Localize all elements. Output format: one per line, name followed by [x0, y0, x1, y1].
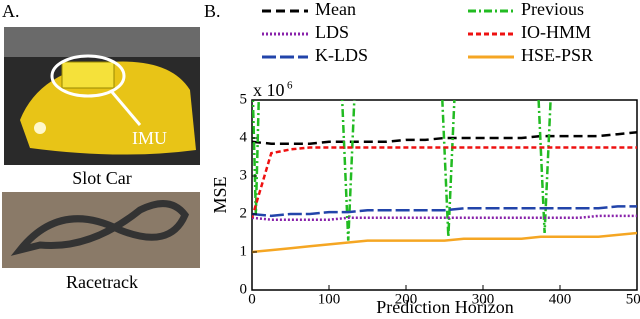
legend-label: Previous	[521, 0, 584, 19]
plot-frame	[251, 99, 638, 291]
series-line	[252, 231, 637, 254]
x-tick-label: 200	[395, 291, 418, 307]
imu-label: IMU	[132, 128, 167, 148]
photo-caption: Slot Car	[72, 168, 132, 188]
x-tick-label: 100	[318, 291, 341, 307]
x-tick-label: 300	[472, 291, 495, 307]
series-line	[252, 205, 637, 218]
legend-label: LDS	[315, 22, 349, 42]
y-tick-label: 3	[240, 167, 248, 183]
slot-car-photo	[4, 27, 200, 165]
y-tick-label: 4	[240, 129, 248, 145]
legend-label: IO-HMM	[521, 22, 591, 42]
legend-label: Mean	[315, 0, 356, 19]
series-line	[252, 214, 637, 221]
x-tick-label: 0	[248, 291, 256, 307]
series-line	[252, 146, 637, 219]
y-scale-exponent: 6	[287, 80, 293, 92]
plot-area	[252, 100, 637, 254]
y-tick-label: 0	[240, 281, 248, 297]
y-scale-base: x 10	[253, 80, 285, 100]
y-tick-label: 2	[240, 205, 248, 221]
photo-caption: Racetrack	[66, 272, 138, 292]
racetrack-photo	[2, 192, 200, 268]
panel-label: A.	[2, 1, 20, 21]
y-tick-label: 1	[240, 243, 248, 259]
x-tick-label: 500	[626, 291, 640, 307]
y-axis-label: MSE	[210, 176, 230, 213]
series-line	[252, 131, 637, 145]
y-tick-label: 5	[240, 91, 248, 107]
legend-label: HSE-PSR	[521, 45, 593, 65]
legend-label: K-LDS	[315, 45, 368, 65]
x-tick-label: 400	[549, 291, 572, 307]
panel-label: B.	[204, 1, 221, 21]
x-axis-label: Prediction Horizon	[376, 297, 513, 317]
